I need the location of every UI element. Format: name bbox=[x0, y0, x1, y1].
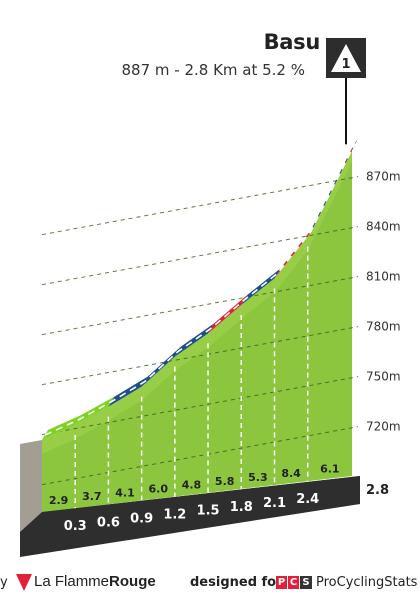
elevation-gridline bbox=[41, 326, 359, 386]
pcs-badge-c: C bbox=[288, 576, 299, 589]
climb-title: Basu bbox=[263, 30, 321, 54]
gradient-segment bbox=[174, 323, 215, 357]
flamme-rouge-logo-icon bbox=[16, 574, 32, 591]
distance-label: 1.5 bbox=[197, 504, 220, 519]
elevation-tick-label: 750m bbox=[366, 370, 401, 384]
gradient-label: 6.0 bbox=[149, 483, 169, 496]
gradient-label: 4.8 bbox=[182, 479, 202, 492]
distance-label: 1.2 bbox=[163, 508, 186, 523]
gradient-label: 5.3 bbox=[248, 471, 268, 484]
climb-subtitle: 887 m - 2.8 Km at 5.2 % bbox=[121, 61, 305, 79]
elevation-gridline bbox=[41, 376, 359, 436]
category-badge-label: 1 bbox=[341, 57, 350, 72]
footer-left-fragment: y bbox=[0, 575, 8, 590]
elevation-tick-label: 780m bbox=[366, 320, 401, 334]
gradient-segment bbox=[108, 376, 148, 407]
footer-brand: La FlammeRouge bbox=[34, 573, 156, 590]
elevation-gridline bbox=[41, 426, 359, 486]
distance-label: 0.6 bbox=[97, 515, 120, 530]
elevation-gridline bbox=[41, 176, 359, 236]
elevation-tick-label: 870m bbox=[366, 170, 401, 184]
profile-area bbox=[42, 148, 352, 513]
gradient-label: 4.1 bbox=[115, 486, 135, 499]
distance-label: 1.8 bbox=[230, 500, 253, 515]
elevation-tick-label: 720m bbox=[366, 420, 401, 434]
elevation-tick-label: 840m bbox=[366, 220, 401, 234]
pcs-badge-p: P bbox=[276, 576, 287, 589]
distance-label: 0.3 bbox=[64, 519, 87, 534]
category-triangle-icon bbox=[331, 44, 361, 72]
distance-label: 2.1 bbox=[263, 496, 286, 511]
elevation-gridline bbox=[41, 276, 359, 336]
gradient-label: 5.8 bbox=[215, 475, 235, 488]
gradient-segment bbox=[241, 268, 281, 305]
gradient-label: 2.9 bbox=[49, 494, 69, 507]
gradient-label: 8.4 bbox=[281, 467, 301, 480]
elevation-gridline bbox=[41, 226, 359, 286]
total-distance-label: 2.8 bbox=[366, 483, 389, 498]
distance-label: 2.4 bbox=[296, 492, 319, 507]
footer-pcs-name: ProCyclingStats bbox=[316, 575, 418, 590]
distance-label: 0.9 bbox=[130, 511, 153, 526]
gradient-label: 6.1 bbox=[320, 463, 340, 476]
gradient-label: 3.7 bbox=[82, 490, 102, 503]
footer: y La FlammeRouge designed for P C S ProC… bbox=[0, 571, 420, 595]
profile-base-band-front bbox=[42, 476, 360, 532]
gradient-segment bbox=[75, 396, 115, 425]
pcs-badge-s: S bbox=[300, 576, 312, 589]
footer-designed-for: designed for bbox=[190, 575, 283, 590]
elevation-tick-label: 810m bbox=[366, 270, 401, 284]
profile-side-wall bbox=[20, 440, 42, 532]
